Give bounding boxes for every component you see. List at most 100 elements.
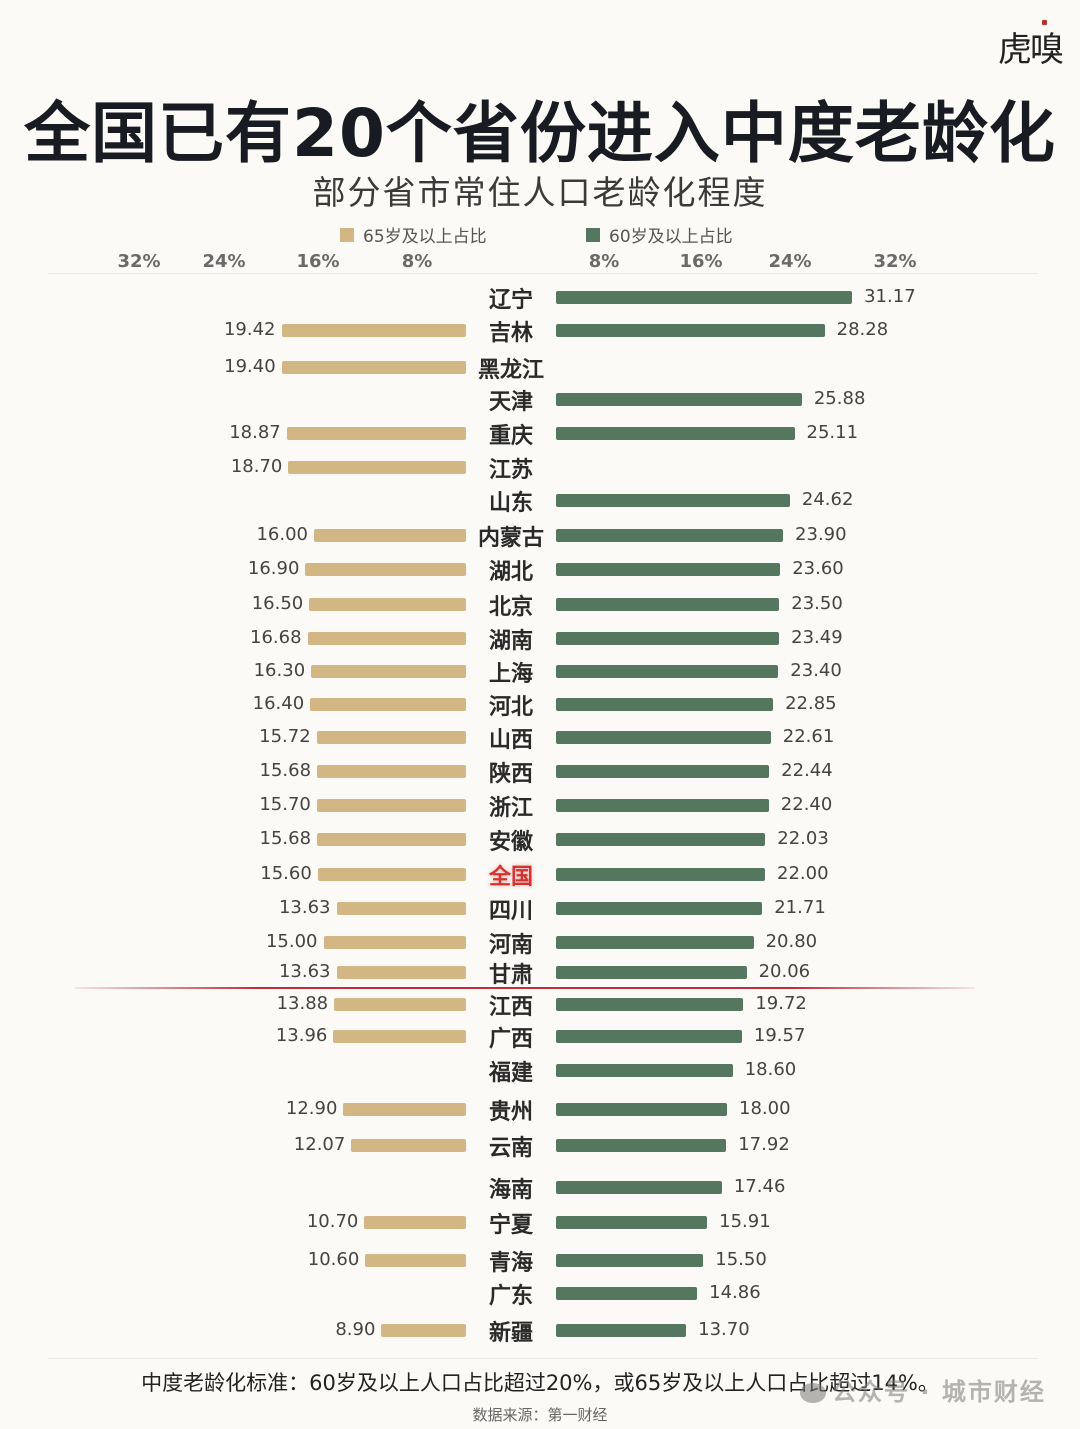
chart-row: 重庆 18.87 25.11 (0, 416, 1080, 450)
region-label: 云南 (488, 1136, 533, 1161)
value-65-plus: 13.63 (278, 897, 331, 918)
axis-divider (48, 273, 1038, 274)
value-60-plus: 15.91 (719, 1211, 771, 1232)
bar-60-plus (556, 1287, 698, 1300)
value-65-plus: 16.90 (247, 558, 300, 579)
tick-right-32: 32% (873, 251, 917, 272)
value-60-plus: 14.86 (709, 1282, 761, 1303)
value-60-plus: 22.44 (781, 760, 833, 781)
chart-row: 浙江 15.70 22.40 (0, 788, 1080, 822)
value-60-plus: 20.80 (765, 931, 818, 952)
chart-row: 江西 13.88 19.72 (0, 987, 1080, 1021)
bar-60-plus (556, 632, 780, 645)
chart-row: 云南 12.07 17.92 (0, 1128, 1080, 1162)
value-65-plus: 18.87 (229, 422, 281, 443)
value-60-plus: 25.11 (806, 422, 859, 443)
chart-row: 新疆 8.90 13.70 (0, 1313, 1080, 1347)
chart-row: 黑龙江 19.40 (0, 350, 1080, 384)
region-label: 内蒙古 (477, 526, 544, 551)
value-65-plus: 16.30 (253, 660, 306, 681)
bar-60-plus (556, 494, 790, 507)
bar-60-plus (556, 799, 769, 812)
region-label: 甘肃 (488, 963, 533, 988)
region-label: 贵州 (488, 1100, 533, 1125)
value-65-plus: 19.42 (223, 319, 276, 340)
region-label: 青海 (488, 1251, 533, 1276)
bar-60-plus (556, 291, 853, 304)
bar-65-plus (305, 563, 466, 576)
bar-60-plus (556, 765, 770, 778)
value-60-plus: 22.61 (782, 726, 835, 747)
value-65-plus: 10.70 (306, 1211, 359, 1232)
chart-row: 宁夏 10.70 15.91 (0, 1205, 1080, 1239)
bar-65-plus (351, 1139, 466, 1152)
chart-row: 甘肃 13.63 20.06 (0, 955, 1080, 989)
region-label: 陕西 (488, 762, 533, 787)
data-source: 数据来源：第一财经 (472, 1406, 608, 1424)
chart-row: 山西 15.72 22.61 (0, 720, 1080, 754)
value-60-plus: 17.92 (738, 1134, 790, 1155)
bar-65-plus (343, 1103, 466, 1116)
value-65-plus: 8.90 (335, 1319, 376, 1340)
chart-row: 四川 13.63 21.71 (0, 891, 1080, 925)
chart-subtitle: 部分省市常住人口老龄化程度 (312, 173, 768, 212)
value-60-plus: 25.88 (813, 388, 866, 409)
bar-65-plus (364, 1216, 466, 1229)
value-60-plus: 22.03 (777, 828, 829, 849)
region-label: 吉林 (488, 321, 533, 346)
value-65-plus: 13.63 (278, 961, 331, 982)
bar-65-plus (307, 632, 466, 645)
tick-left-32: 32% (117, 251, 161, 272)
bar-60-plus (556, 1181, 722, 1194)
region-label: 辽宁 (488, 288, 533, 313)
bar-60-plus (556, 1064, 733, 1077)
value-60-plus: 22.00 (777, 863, 829, 884)
value-65-plus: 15.00 (265, 931, 318, 952)
value-60-plus: 22.85 (785, 693, 837, 714)
value-60-plus: 23.49 (791, 627, 843, 648)
value-60-plus: 24.62 (801, 489, 854, 510)
bar-65-plus (309, 598, 466, 611)
value-60-plus: 23.90 (795, 524, 847, 545)
value-65-plus: 16.40 (252, 693, 305, 714)
bar-60-plus (556, 529, 784, 542)
chart-row: 陕西 15.68 22.44 (0, 754, 1080, 788)
legend-swatch-60 (586, 227, 600, 242)
region-label: 北京 (488, 595, 533, 620)
value-60-plus: 21.71 (774, 897, 826, 918)
region-label: 河南 (488, 933, 533, 958)
value-60-plus: 15.50 (715, 1249, 767, 1270)
chart-row: 湖南 16.68 23.49 (0, 621, 1080, 655)
value-65-plus: 15.68 (259, 760, 312, 781)
bar-60-plus (556, 966, 747, 979)
bar-60-plus (556, 998, 744, 1011)
value-65-plus: 13.88 (276, 993, 329, 1014)
bar-65-plus (317, 868, 466, 881)
chart-row: 全国 15.60 22.00 (0, 857, 1080, 891)
value-60-plus: 13.70 (698, 1319, 750, 1340)
bar-60-plus (556, 1103, 727, 1116)
bar-65-plus (314, 529, 466, 542)
bar-60-plus (556, 833, 766, 846)
region-label: 江苏 (488, 458, 533, 483)
bar-65-plus (288, 461, 466, 474)
bar-60-plus (556, 1030, 742, 1043)
region-label: 上海 (488, 662, 533, 687)
chart-row: 广西 13.96 19.57 (0, 1019, 1080, 1053)
value-60-plus: 19.72 (755, 993, 807, 1014)
legend-swatch-65 (340, 227, 354, 242)
bar-60-plus (556, 868, 765, 881)
value-60-plus: 17.46 (733, 1176, 786, 1197)
value-60-plus: 28.28 (836, 319, 889, 340)
region-label: 黑龙江 (477, 358, 544, 383)
bar-65-plus (316, 731, 466, 744)
region-label: 新疆 (488, 1321, 533, 1346)
value-65-plus: 16.68 (250, 627, 302, 648)
bar-60-plus (556, 698, 774, 711)
bar-65-plus (333, 1030, 466, 1043)
chart-row: 安徽 15.68 22.03 (0, 822, 1080, 856)
region-label: 四川 (488, 899, 533, 924)
bar-60-plus (556, 598, 780, 611)
region-label: 重庆 (488, 424, 533, 449)
legend-item-60: 60岁及以上占比 (586, 222, 733, 247)
